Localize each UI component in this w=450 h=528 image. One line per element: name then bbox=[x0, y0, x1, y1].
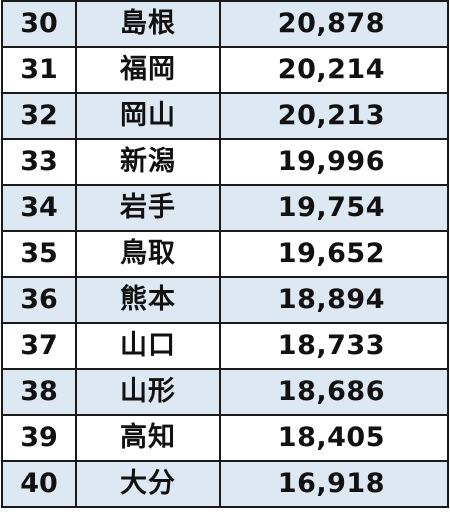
table-row: 39 高知 18,405 bbox=[1, 414, 449, 462]
rank-cell: 31 bbox=[1, 46, 77, 94]
value-cell: 19,996 bbox=[219, 138, 449, 186]
table-row: 37 山口 18,733 bbox=[1, 322, 449, 370]
rank-cell: 38 bbox=[1, 368, 77, 416]
value-cell: 20,213 bbox=[219, 92, 449, 140]
prefecture-cell: 福岡 bbox=[75, 46, 221, 94]
rank-cell: 39 bbox=[1, 414, 77, 462]
prefecture-cell: 島根 bbox=[75, 0, 221, 48]
table-row: 31 福岡 20,214 bbox=[1, 46, 449, 94]
prefecture-cell: 大分 bbox=[75, 460, 221, 508]
rank-cell: 33 bbox=[1, 138, 77, 186]
rank-cell: 35 bbox=[1, 230, 77, 278]
table-row: 38 山形 18,686 bbox=[1, 368, 449, 416]
prefecture-cell: 山形 bbox=[75, 368, 221, 416]
rank-cell: 30 bbox=[1, 0, 77, 48]
prefecture-cell: 山口 bbox=[75, 322, 221, 370]
value-cell: 20,214 bbox=[219, 46, 449, 94]
rank-cell: 34 bbox=[1, 184, 77, 232]
value-cell: 18,405 bbox=[219, 414, 449, 462]
prefecture-cell: 新潟 bbox=[75, 138, 221, 186]
rank-cell: 32 bbox=[1, 92, 77, 140]
value-cell: 19,754 bbox=[219, 184, 449, 232]
prefecture-cell: 岡山 bbox=[75, 92, 221, 140]
rank-cell: 37 bbox=[1, 322, 77, 370]
table-row: 33 新潟 19,996 bbox=[1, 138, 449, 186]
rank-cell: 40 bbox=[1, 460, 77, 508]
table-row: 36 熊本 18,894 bbox=[1, 276, 449, 324]
value-cell: 20,878 bbox=[219, 0, 449, 48]
table-row: 35 鳥取 19,652 bbox=[1, 230, 449, 278]
table-row: 34 岩手 19,754 bbox=[1, 184, 449, 232]
value-cell: 18,686 bbox=[219, 368, 449, 416]
value-cell: 18,733 bbox=[219, 322, 449, 370]
ranking-table: 30 島根 20,878 31 福岡 20,214 32 岡山 20,213 3… bbox=[1, 0, 449, 508]
table-row: 32 岡山 20,213 bbox=[1, 92, 449, 140]
prefecture-cell: 鳥取 bbox=[75, 230, 221, 278]
value-cell: 16,918 bbox=[219, 460, 449, 508]
prefecture-cell: 岩手 bbox=[75, 184, 221, 232]
value-cell: 18,894 bbox=[219, 276, 449, 324]
table-row: 40 大分 16,918 bbox=[1, 460, 449, 508]
rank-cell: 36 bbox=[1, 276, 77, 324]
prefecture-cell: 熊本 bbox=[75, 276, 221, 324]
value-cell: 19,652 bbox=[219, 230, 449, 278]
prefecture-cell: 高知 bbox=[75, 414, 221, 462]
table-row: 30 島根 20,878 bbox=[1, 0, 449, 48]
